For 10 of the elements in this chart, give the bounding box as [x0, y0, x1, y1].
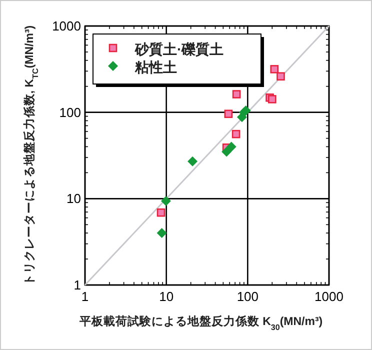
legend-label: 砂質土·礫質土	[134, 41, 224, 57]
y-tick-label: 1000	[52, 18, 81, 34]
x-axis-title: 平板載荷試験による地盤反力係数 K$_{30}$(MN/m³)	[78, 314, 323, 332]
x-tick-label: 100	[236, 289, 259, 304]
legend-label: 粘性土	[134, 59, 177, 75]
x-tick-label: 1000	[314, 289, 344, 304]
y-tick-label: 1	[74, 278, 81, 292]
y-tick-label: 100	[59, 104, 81, 120]
y-tick-label: 10	[66, 191, 81, 206]
x-tick-label: 10	[159, 289, 174, 304]
